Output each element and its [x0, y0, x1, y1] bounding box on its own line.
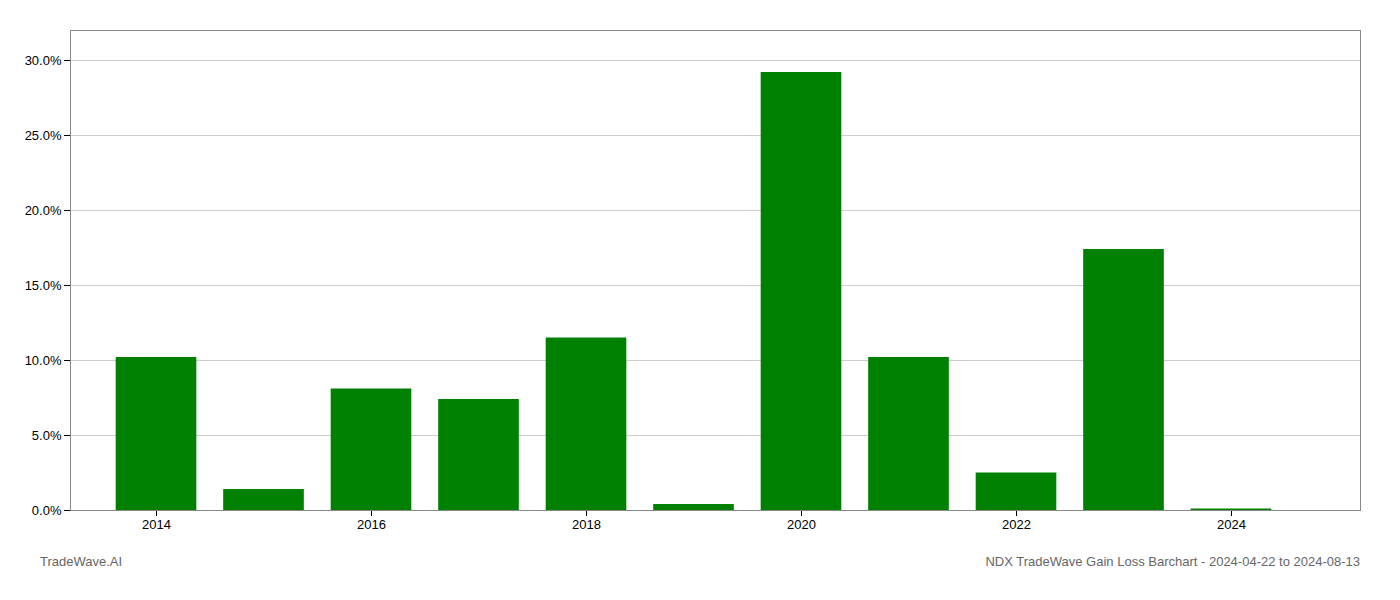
svg-text:25.0%: 25.0% [25, 128, 62, 143]
svg-text:20.0%: 20.0% [25, 203, 62, 218]
svg-text:2024: 2024 [1217, 517, 1246, 532]
svg-text:0.0%: 0.0% [32, 503, 62, 518]
svg-text:2014: 2014 [142, 517, 171, 532]
svg-text:30.0%: 30.0% [25, 53, 62, 68]
svg-text:15.0%: 15.0% [25, 278, 62, 293]
svg-text:2018: 2018 [572, 517, 601, 532]
svg-text:10.0%: 10.0% [25, 353, 62, 368]
svg-text:2020: 2020 [787, 517, 816, 532]
svg-text:2022: 2022 [1002, 517, 1031, 532]
svg-text:5.0%: 5.0% [32, 428, 62, 443]
html-text:TradeWave.AI: TradeWave.AI [40, 554, 123, 569]
svg-text:2016: 2016 [357, 517, 386, 532]
html-text:NDX TradeWave Gain Loss Barcha: NDX TradeWave Gain Loss Barchart - 2024-… [985, 554, 1360, 569]
